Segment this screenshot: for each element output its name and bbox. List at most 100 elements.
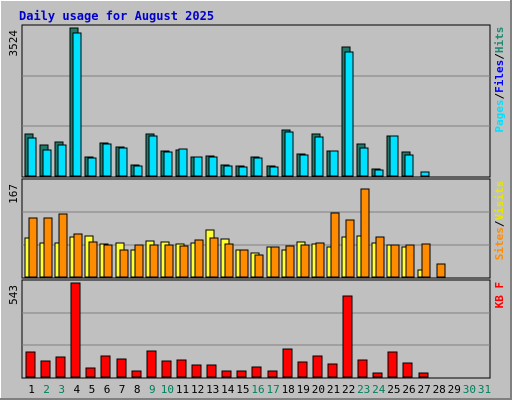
kbytes-bar xyxy=(267,370,278,378)
x-tick-label: 3 xyxy=(58,383,65,396)
sites-bar xyxy=(330,212,340,278)
x-tick-label: 15 xyxy=(236,383,249,396)
panel-legend: KB F xyxy=(493,282,506,309)
kbytes-bar xyxy=(206,364,217,378)
x-tick-label: 19 xyxy=(297,383,310,396)
files-bar xyxy=(223,165,233,177)
kbytes-bar xyxy=(131,370,142,378)
kbytes-bar xyxy=(418,372,429,378)
x-tick-label: 11 xyxy=(176,383,189,396)
sites-bar xyxy=(119,249,129,278)
files-bar xyxy=(163,151,173,177)
sites-bar xyxy=(421,243,431,278)
kbytes-bar xyxy=(70,282,81,378)
kbytes-bar xyxy=(176,359,187,378)
legend-pages: Pages xyxy=(493,99,506,132)
chart-title: Daily usage for August 2025 xyxy=(19,9,214,23)
files-bar xyxy=(148,135,158,177)
kbytes-bar xyxy=(312,355,323,378)
sites-bar xyxy=(149,244,159,278)
x-tick-label: 7 xyxy=(119,383,126,396)
legend-sites: Sites xyxy=(493,227,506,260)
sites-bar xyxy=(28,217,38,278)
x-tick-label: 28 xyxy=(433,383,446,396)
kbytes-bar xyxy=(221,370,232,378)
kbytes-bar xyxy=(25,351,36,378)
sites-bar xyxy=(375,236,385,278)
files-bar xyxy=(269,166,279,177)
sites-bar xyxy=(270,246,280,278)
files-bar xyxy=(284,131,294,177)
sites-bar xyxy=(58,213,68,278)
files-bar xyxy=(27,137,37,177)
panel-plot-area xyxy=(21,279,491,379)
panel-kbytes: 543 KB F xyxy=(7,279,506,379)
files-bar xyxy=(420,171,430,177)
y-max-label: 3524 xyxy=(7,30,20,57)
kbytes-bar xyxy=(251,366,262,378)
sites-bar xyxy=(73,233,83,278)
x-tick-label: 13 xyxy=(206,383,219,396)
panel-legend: Sites/Visits xyxy=(493,181,506,261)
x-tick-label: 8 xyxy=(134,383,141,396)
sites-bar xyxy=(300,244,310,278)
x-tick-label: 6 xyxy=(104,383,111,396)
x-tick-label: 14 xyxy=(221,383,235,396)
files-bar xyxy=(238,166,248,177)
legend-visits: Visits xyxy=(493,181,506,221)
sites-bar xyxy=(209,237,219,278)
sites-bar xyxy=(43,217,53,278)
files-bar xyxy=(42,149,52,177)
sites-bar xyxy=(164,244,174,278)
kbytes-bar xyxy=(357,359,368,378)
files-bar xyxy=(314,136,324,177)
sites-bar xyxy=(239,249,249,278)
legend-hits: Hits xyxy=(493,27,506,54)
files-bar xyxy=(193,156,203,177)
kbytes-bar xyxy=(55,356,66,378)
x-tick-label: 16 xyxy=(251,383,264,396)
x-tick-label: 24 xyxy=(372,383,386,396)
files-bar xyxy=(344,51,354,177)
files-bar xyxy=(404,154,414,177)
sites-bar xyxy=(390,244,400,278)
legend-separator: / xyxy=(493,53,506,60)
files-bar xyxy=(178,148,188,177)
kbytes-bar xyxy=(236,370,247,378)
panel-plot-area xyxy=(21,24,491,178)
x-axis-day-labels: 1 2 3 4 5 6 7 8 9 10 11 12 13 14 15 16 17 18 19 20 21 22 23 24 2… xyxy=(28,383,491,396)
x-tick-label: 20 xyxy=(312,383,325,396)
x-tick-label: 21 xyxy=(327,383,340,396)
x-tick-label: 4 xyxy=(73,383,80,396)
legend-separator: / xyxy=(493,220,506,227)
sites-bar xyxy=(254,254,264,278)
x-tick-label: 18 xyxy=(282,383,295,396)
x-tick-label: 1 xyxy=(28,383,35,396)
sites-bar xyxy=(103,244,113,278)
sites-bar xyxy=(315,242,325,278)
x-tick-label: 30 xyxy=(463,383,476,396)
files-bar xyxy=(102,143,112,177)
kbytes-bar xyxy=(297,361,308,378)
files-bar xyxy=(72,32,82,177)
sites-bar xyxy=(194,239,204,278)
x-tick-label: 23 xyxy=(357,383,370,396)
kbytes-bar xyxy=(372,372,383,378)
kbytes-bar xyxy=(85,367,96,378)
x-tick-label: 27 xyxy=(417,383,430,396)
sites-bar xyxy=(88,241,98,278)
panel-legend: Pages/Files/Hits xyxy=(493,27,506,133)
files-bar xyxy=(359,147,369,177)
sites-bar xyxy=(405,244,415,278)
sites-bar xyxy=(179,245,189,278)
kbytes-bar xyxy=(282,348,293,378)
x-tick-label: 12 xyxy=(191,383,204,396)
files-bar xyxy=(118,147,128,177)
panel-hits-files-pages: 3524 Pages/Files/Hits xyxy=(7,24,506,178)
x-tick-label: 26 xyxy=(402,383,415,396)
y-max-label: 543 xyxy=(7,285,20,305)
legend-separator: / xyxy=(493,92,506,99)
sites-bar xyxy=(436,263,446,278)
